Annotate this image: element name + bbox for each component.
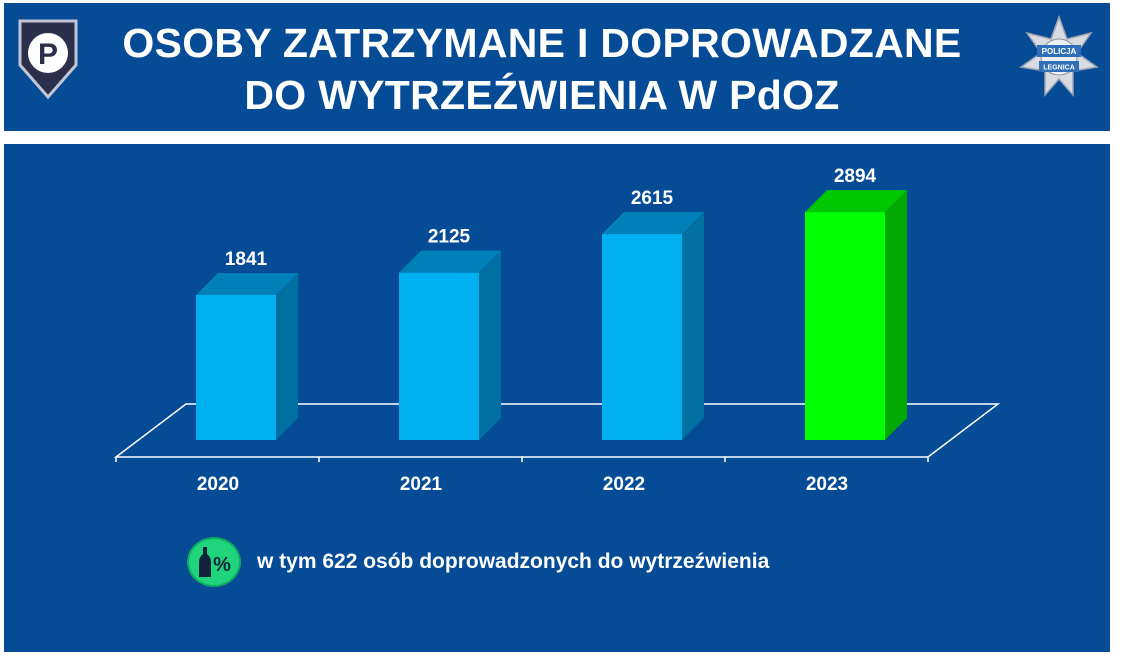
- footnote: % w tym 622 osób doprowadzonych do wytrz…: [187, 537, 769, 587]
- chart-panel: 1841 2020 2125 2021 2615 2022 2894 2023: [4, 144, 1110, 652]
- bottle-icon: %: [199, 547, 231, 577]
- bar-2020: [196, 295, 276, 440]
- bar-2023: [805, 212, 885, 440]
- bar-chart: 1841 2020 2125 2021 2615 2022 2894 2023: [113, 166, 1001, 495]
- bar-2021: [399, 272, 479, 440]
- bar-top: [805, 190, 907, 213]
- bar-2022: [602, 234, 682, 440]
- footnote-text: w tym 622 osób doprowadzonych do wytrzeź…: [257, 550, 770, 573]
- x-tick-label: 2022: [603, 474, 645, 495]
- title-line-2: DO WYTRZEŹWIENIA W PdOZ: [244, 72, 840, 118]
- data-label: 2615: [631, 188, 674, 209]
- svg-text:P: P: [38, 38, 58, 71]
- data-label: 2894: [834, 166, 877, 187]
- bar-top: [399, 250, 501, 273]
- chart-floor: [113, 403, 1001, 458]
- bottle-percent-icon: %: [187, 537, 241, 587]
- bar-top: [602, 212, 704, 235]
- parking-shield-icon: P: [18, 19, 78, 100]
- title-line-1: OSOBY ZATRZYMANE I DOPROWADZANE: [122, 20, 962, 66]
- logo-text-top: POLICJA: [1042, 47, 1077, 56]
- bar-side: [682, 212, 704, 440]
- bar-side: [479, 250, 501, 440]
- bar-side: [885, 190, 907, 440]
- x-tick-label: 2020: [197, 474, 239, 495]
- x-tick-label: 2021: [400, 474, 443, 495]
- page-title: OSOBY ZATRZYMANE I DOPROWADZANE DO WYTRZ…: [94, 17, 990, 121]
- bar-side: [276, 273, 298, 440]
- bar-top: [196, 273, 298, 295]
- header-banner: P OSOBY ZATRZYMANE I DOPROWADZANE DO WYT…: [4, 3, 1110, 131]
- x-tick-label: 2023: [806, 474, 848, 495]
- data-label: 1841: [225, 249, 268, 270]
- data-label: 2125: [428, 227, 471, 248]
- percent-label: %: [213, 554, 231, 576]
- police-star-logo-icon: POLICJA LEGNICA: [1019, 15, 1099, 97]
- logo-text-bottom: LEGNICA: [1043, 65, 1075, 72]
